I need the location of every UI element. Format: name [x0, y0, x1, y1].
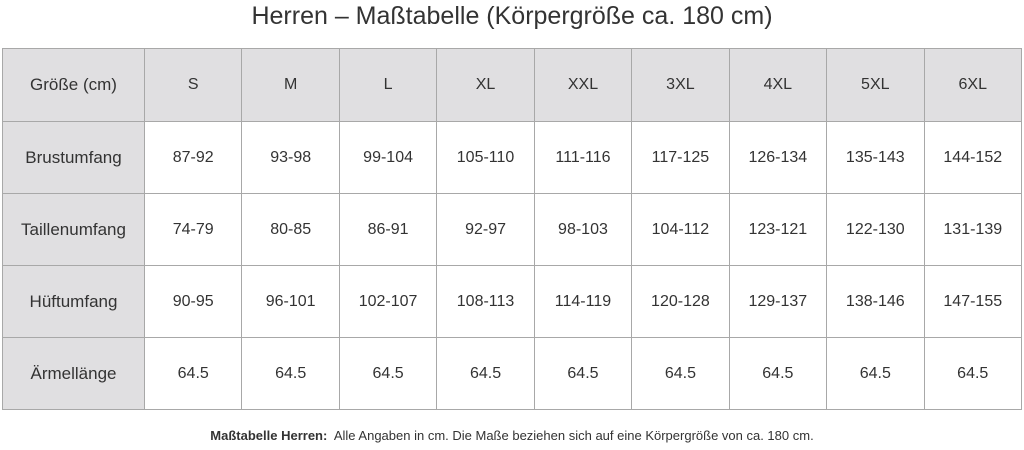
- table-cell: 147-155: [923, 265, 1022, 338]
- row-header: Ärmellänge: [2, 337, 145, 410]
- table-cell: 144-152: [923, 121, 1022, 194]
- table-cell: 129-137: [728, 265, 828, 338]
- table-cell: 102-107: [338, 265, 438, 338]
- table-cell: 96-101: [241, 265, 340, 338]
- table-cell: 64.5: [436, 337, 535, 410]
- size-header: 6XL: [923, 48, 1022, 122]
- table-cell: 99-104: [338, 121, 438, 194]
- row-header: Hüftumfang: [2, 265, 145, 338]
- table-cell: 117-125: [631, 121, 730, 194]
- size-header: XL: [436, 48, 535, 122]
- table-cell: 64.5: [728, 337, 828, 410]
- table-cell: 64.5: [826, 337, 925, 410]
- table-cell: 87-92: [143, 121, 243, 194]
- table-cell: 64.5: [338, 337, 438, 410]
- table-cell: 114-119: [533, 265, 633, 338]
- table-row: Hüftumfang 90-95 96-101 102-107 108-113 114-1…: [2, 265, 1022, 338]
- size-header: M: [241, 48, 340, 122]
- size-header: 3XL: [631, 48, 730, 122]
- table-cell: 111-116: [533, 121, 633, 194]
- table-cell: 105-110: [436, 121, 535, 194]
- table-cell: 64.5: [241, 337, 340, 410]
- table-cell: 131-139: [923, 193, 1022, 266]
- table-cell: 86-91: [338, 193, 438, 266]
- table-cell: 64.5: [143, 337, 243, 410]
- header-row: Größe (cm) S M L XL XXL 3XL 4XL 5XL 6XL: [2, 48, 1022, 122]
- table-cell: 92-97: [436, 193, 535, 266]
- table-body: Größe (cm) S M L XL XXL 3XL 4XL 5XL 6XL Brustumfan…: [2, 48, 1022, 410]
- table-row: Ärmellänge 64.5 64.5 64.5 64.5 64.5 64.5 64.5 64…: [2, 337, 1022, 410]
- table-cell: 90-95: [143, 265, 243, 338]
- row-header: Brustumfang: [2, 121, 145, 194]
- table-cell: 64.5: [533, 337, 633, 410]
- footnote-label: Maßtabelle Herren:: [210, 428, 328, 443]
- footnote-text: Alle Angaben in cm. Die Maße beziehen si…: [333, 428, 814, 443]
- table-cell: 98-103: [533, 193, 633, 266]
- table-cell: 64.5: [631, 337, 730, 410]
- footnote: Maßtabelle Herren: Alle Angaben in cm. D…: [0, 428, 1024, 443]
- table-cell: 74-79: [143, 193, 243, 266]
- table-cell: 138-146: [826, 265, 925, 338]
- table-cell: 122-130: [826, 193, 925, 266]
- table-cell: 126-134: [728, 121, 828, 194]
- size-header: S: [143, 48, 243, 122]
- table-row: Taillenumfang 74-79 80-85 86-91 92-97 98-103 1…: [2, 193, 1022, 266]
- size-table: Größe (cm) S M L XL XXL 3XL 4XL 5XL 6XL Brustumfan…: [2, 48, 1022, 410]
- size-header: 5XL: [826, 48, 925, 122]
- table-cell: 123-121: [728, 193, 828, 266]
- row-header: Taillenumfang: [2, 193, 145, 266]
- size-header: XXL: [533, 48, 633, 122]
- table-cell: 80-85: [241, 193, 340, 266]
- table-cell: 93-98: [241, 121, 340, 194]
- size-header: 4XL: [728, 48, 828, 122]
- size-header: L: [338, 48, 438, 122]
- table-cell: 108-113: [436, 265, 535, 338]
- corner-cell: Größe (cm): [2, 48, 145, 122]
- table-row: Brustumfang 87-92 93-98 99-104 105-110 111-11…: [2, 121, 1022, 194]
- table-cell: 104-112: [631, 193, 730, 266]
- title: Herren – Maßtabelle (Körpergröße ca. 180…: [251, 2, 773, 30]
- table-cell: 135-143: [826, 121, 925, 194]
- table-cell: 120-128: [631, 265, 730, 338]
- table-cell: 64.5: [923, 337, 1022, 410]
